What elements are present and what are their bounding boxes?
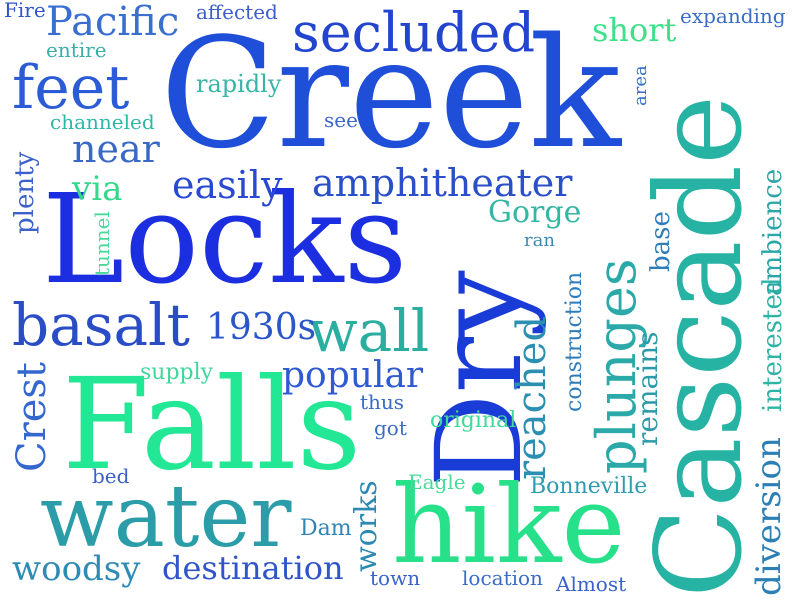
word-1930s: 1930s xyxy=(206,307,317,348)
word-construction: construction xyxy=(562,271,587,412)
word-supply: supply xyxy=(140,360,214,385)
word-easily: easily xyxy=(172,163,283,207)
word-remains: remains xyxy=(631,331,664,446)
word-gorge: Gorge xyxy=(488,195,582,230)
word-channeled: channeled xyxy=(50,110,155,134)
word-water: water xyxy=(40,467,292,567)
word-locks: Locks xyxy=(42,168,408,312)
word-got: got xyxy=(374,416,407,440)
word-area: area xyxy=(630,65,651,106)
word-popular: popular xyxy=(282,355,424,396)
word-works: works xyxy=(349,480,384,572)
word-via: via xyxy=(72,169,123,209)
word-crest: Crest xyxy=(9,362,55,472)
word-feet: feet xyxy=(12,53,130,123)
word-creek: Creek xyxy=(160,5,621,182)
word-woodsy: woodsy xyxy=(12,549,141,589)
word-bed: bed xyxy=(92,464,130,488)
word-ambience: ambience xyxy=(758,168,788,296)
word-expanding: expanding xyxy=(680,4,786,28)
word-diversion: diversion xyxy=(749,437,789,596)
word-amphitheater: amphitheater xyxy=(312,161,573,205)
word-reached: reached xyxy=(509,315,555,480)
word-hike: hike xyxy=(392,463,626,588)
word-eagle: Eagle xyxy=(408,470,466,494)
word-falls: Falls xyxy=(62,351,362,498)
word-secluded: secluded xyxy=(292,1,536,64)
word-almost: Almost xyxy=(556,572,627,596)
word-location: location xyxy=(462,566,543,590)
word-thus: thus xyxy=(360,390,405,414)
word-base: base xyxy=(646,211,676,272)
word-fire: Fire xyxy=(4,0,46,22)
word-bonneville: Bonneville xyxy=(530,474,648,499)
word-see: see xyxy=(324,108,358,132)
word-wall: wall xyxy=(308,297,430,365)
word-town: town xyxy=(370,566,421,590)
word-rapidly: rapidly xyxy=(196,70,282,98)
word-destination: destination xyxy=(162,549,344,587)
word-dam: Dam xyxy=(300,516,352,541)
word-original: original xyxy=(430,408,517,433)
word-affected: affected xyxy=(196,0,278,24)
word-entire: entire xyxy=(46,38,107,62)
word-plenty: plenty xyxy=(10,151,40,234)
word-tunnel: tunnel xyxy=(90,211,114,276)
word-pacific: Pacific xyxy=(46,0,180,45)
word-near: near xyxy=(72,127,160,171)
word-basalt: basalt xyxy=(12,291,190,359)
word-interested: interested xyxy=(758,277,788,412)
word-short: short xyxy=(592,11,677,49)
word-ran: ran xyxy=(524,230,555,251)
